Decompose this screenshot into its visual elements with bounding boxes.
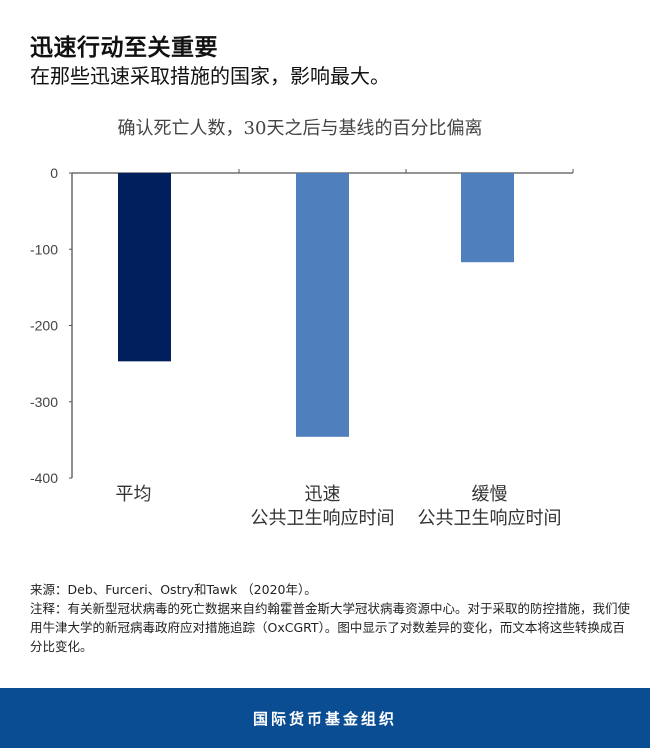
bar-chart: 确认死亡人数，30天之后与基线的百分比偏离 0 -100 -200 -300 -400 平… bbox=[30, 118, 574, 529]
y-tick-label: -400 bbox=[30, 470, 58, 486]
x-category-label: 缓慢 bbox=[472, 484, 508, 505]
chart-notes: 来源：Deb、Furceri、Ostry和Tawk （2020年）。 注释：有关… bbox=[30, 580, 630, 656]
source-note: 来源：Deb、Furceri、Ostry和Tawk （2020年）。 bbox=[30, 582, 317, 597]
x-category-label: 迅速 bbox=[305, 484, 341, 505]
footer-bar: 国际货币基金组织 bbox=[0, 688, 650, 748]
bar-0 bbox=[118, 173, 171, 362]
page-title: 迅速行动至关重要 bbox=[30, 35, 218, 61]
page-subtitle: 在那些迅速采取措施的国家，影响最大。 bbox=[30, 64, 390, 88]
footer-org-name: 国际货币基金组织 bbox=[252, 709, 397, 728]
bar-1 bbox=[296, 173, 349, 437]
y-tick-label: -200 bbox=[30, 318, 58, 334]
explanatory-note: 注释：有关新型冠状病毒的死亡数据来自约翰霍普金斯大学冠状病毒资源中心。对于采取的… bbox=[30, 601, 631, 654]
y-tick-label: 0 bbox=[50, 165, 58, 181]
chart-title: 确认死亡人数，30天之后与基线的百分比偏离 bbox=[118, 118, 483, 139]
x-category-label: 平均 bbox=[116, 484, 152, 505]
bar-2 bbox=[461, 173, 514, 263]
y-tick-label: -300 bbox=[30, 394, 58, 410]
y-tick-label: -100 bbox=[30, 241, 58, 257]
x-category-label: 公共卫生响应时间 bbox=[251, 508, 395, 529]
x-category-label: 公共卫生响应时间 bbox=[418, 508, 562, 529]
